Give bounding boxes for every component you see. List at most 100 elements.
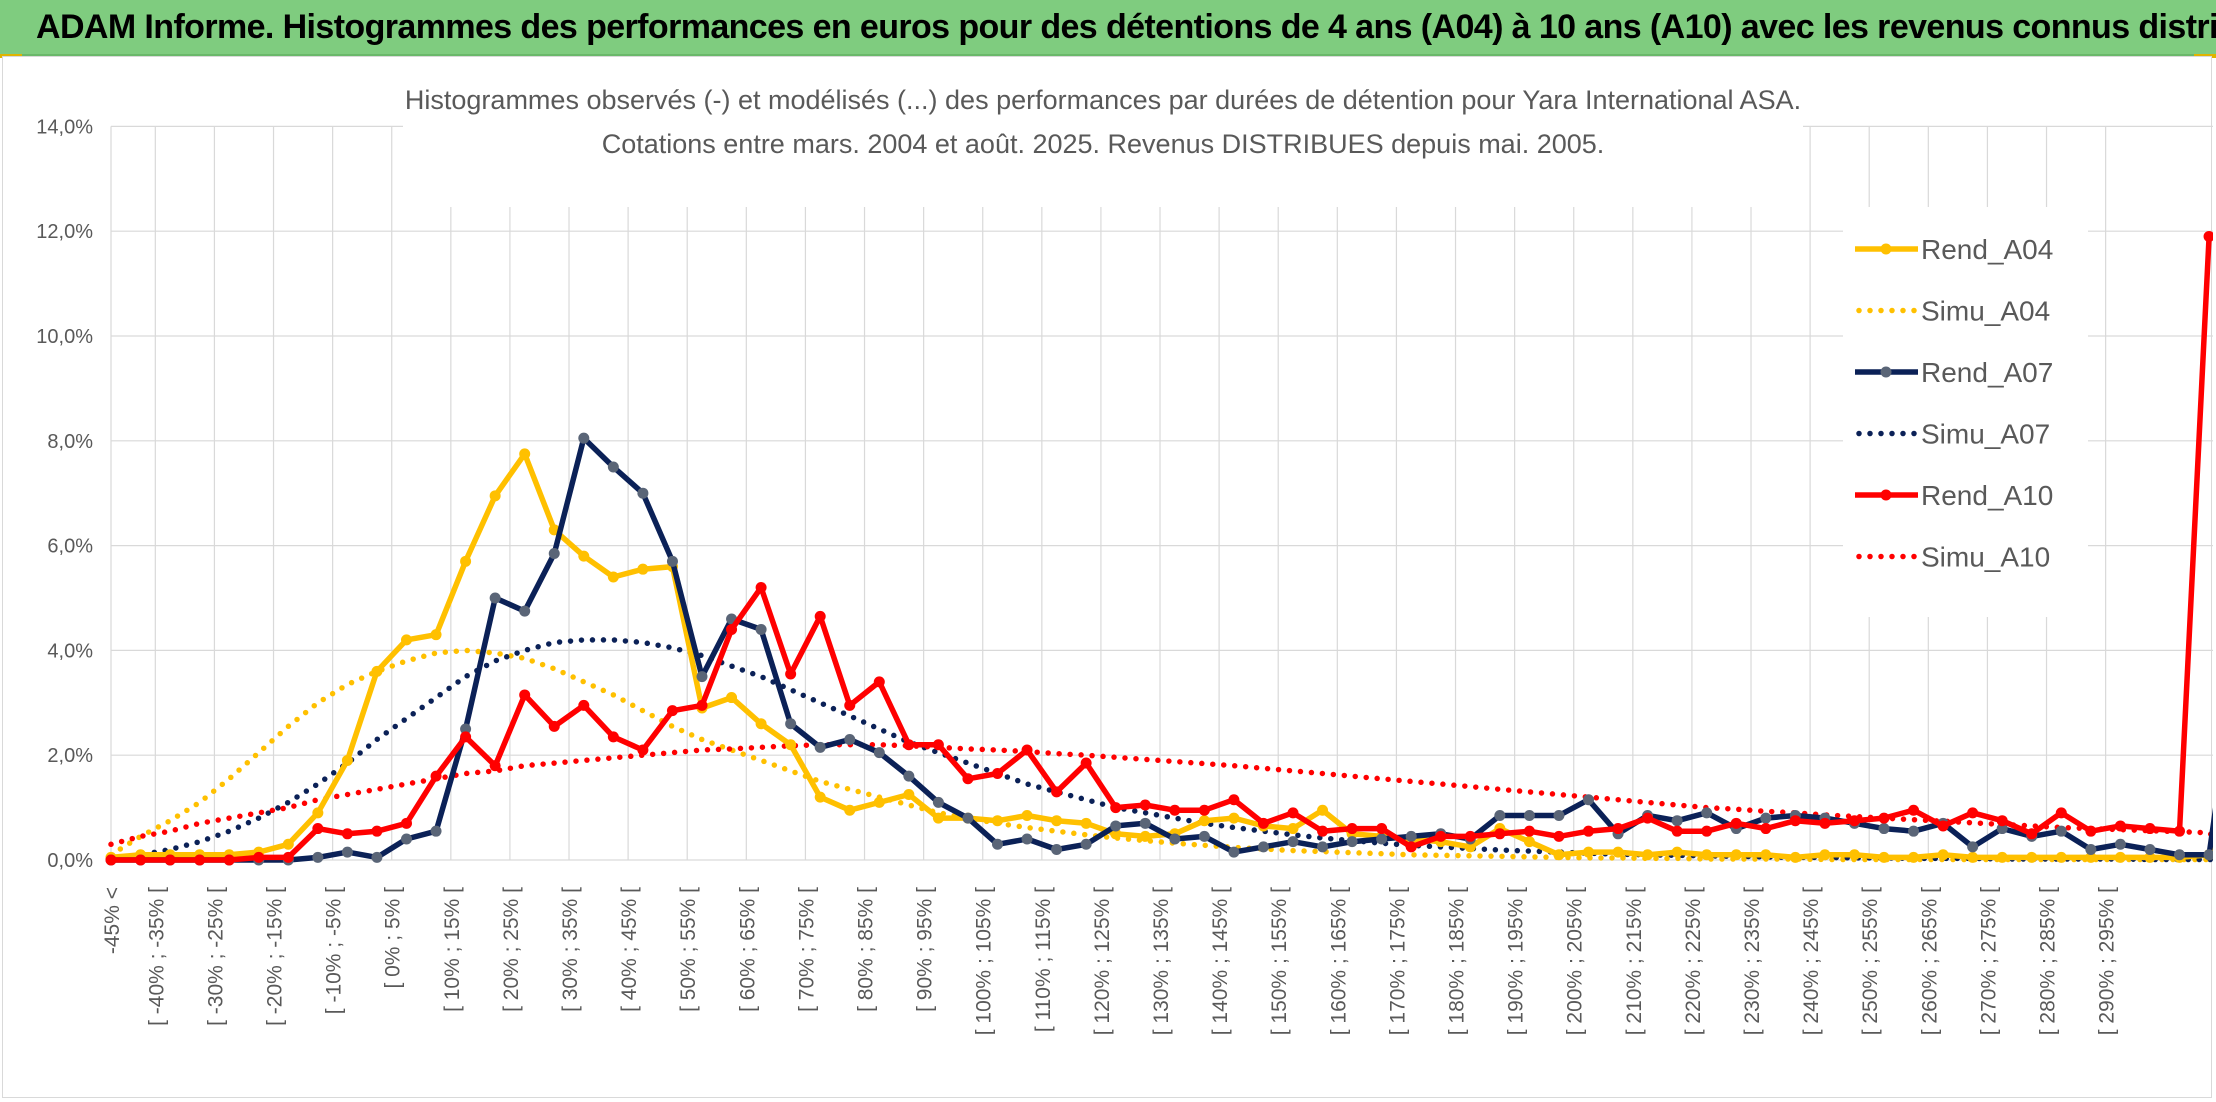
legend-marker xyxy=(1880,366,1892,378)
data-point-Rend_A04 xyxy=(1701,849,1713,861)
legend-label: Rend_A07 xyxy=(1921,357,2053,388)
x-tick-label: [ 190% ; 195% [ xyxy=(1505,887,1528,1035)
data-point-Rend_A10 xyxy=(1908,804,1920,816)
data-point-Rend_A04 xyxy=(1760,849,1772,861)
data-point-Rend_A04 xyxy=(814,791,826,803)
data-point-Rend_A10 xyxy=(903,739,915,751)
data-point-Rend_A04 xyxy=(1789,851,1801,863)
data-point-Rend_A10 xyxy=(1523,825,1535,837)
data-point-Rend_A07 xyxy=(696,671,708,683)
data-point-Rend_A10 xyxy=(2144,823,2156,835)
data-point-Rend_A10 xyxy=(1080,757,1092,769)
data-point-Rend_A10 xyxy=(1937,820,1949,832)
data-point-Rend_A10 xyxy=(1317,825,1329,837)
data-point-Rend_A07 xyxy=(1110,820,1122,832)
data-point-Rend_A10 xyxy=(1730,817,1742,829)
data-point-Rend_A04 xyxy=(578,550,590,562)
title-background xyxy=(403,87,1803,207)
header-banner: ADAM Informe. Histogrammes des performan… xyxy=(0,0,2216,56)
data-point-Rend_A04 xyxy=(1051,815,1063,827)
data-point-Rend_A04 xyxy=(2085,851,2097,863)
data-point-Rend_A10 xyxy=(666,705,678,717)
data-point-Rend_A07 xyxy=(2114,838,2126,850)
x-tick-label: [ 60% ; 65% [ xyxy=(736,887,759,1012)
data-point-Rend_A10 xyxy=(1405,841,1417,853)
data-point-Rend_A04 xyxy=(873,796,885,808)
data-point-Rend_A07 xyxy=(312,851,324,863)
data-point-Rend_A07 xyxy=(666,555,678,567)
series-line-Simu_A07 xyxy=(108,637,2213,863)
data-point-Rend_A07 xyxy=(992,838,1003,850)
data-point-Rend_A07 xyxy=(341,846,353,858)
data-point-Rend_A04 xyxy=(1553,849,1565,861)
x-tick-label: [ -10% ; -5% [ xyxy=(323,887,346,1014)
data-point-Rend_A10 xyxy=(1583,825,1594,837)
data-point-Rend_A07 xyxy=(844,733,856,745)
data-point-Rend_A07 xyxy=(489,592,501,604)
y-axis-ticks: 0,0% 2,0% 4,0% 6,0% 8,0% 10,0% 12,0% 14,0% xyxy=(36,116,93,872)
x-tick-label: [ 210% ; 215% [ xyxy=(1623,887,1646,1035)
y-tick-label: 10,0% xyxy=(36,326,93,348)
data-point-Rend_A10 xyxy=(489,760,501,772)
data-point-Rend_A07 xyxy=(430,825,442,837)
data-point-Rend_A07 xyxy=(1257,841,1269,853)
data-point-Rend_A10 xyxy=(755,582,767,594)
data-point-Rend_A10 xyxy=(873,676,885,688)
data-point-Rend_A10 xyxy=(785,668,797,680)
data-point-Rend_A07 xyxy=(1051,844,1063,856)
data-point-Rend_A04 xyxy=(1021,809,1033,821)
series-layer xyxy=(105,230,2213,866)
data-point-Rend_A04 xyxy=(785,739,797,751)
data-point-Rend_A10 xyxy=(1848,815,1860,827)
legend: Rend_A04 Simu_A04 Rend_A07 Simu_A07 Rend_A10… xyxy=(1855,234,2053,573)
data-point-Rend_A10 xyxy=(696,699,708,711)
x-tick-label: [ 90% ; 95% [ xyxy=(914,887,937,1012)
data-point-Rend_A04 xyxy=(1612,846,1624,858)
data-point-Rend_A04 xyxy=(2026,851,2038,863)
y-tick-label: 2,0% xyxy=(47,745,93,767)
data-point-Rend_A04 xyxy=(1937,849,1949,861)
data-point-Rend_A10 xyxy=(1996,815,2008,827)
y-tick-label: 8,0% xyxy=(47,431,93,453)
x-tick-label: [ 20% ; 25% [ xyxy=(500,887,523,1012)
data-point-Rend_A10 xyxy=(371,825,383,837)
x-tick-label: [ 70% ; 75% [ xyxy=(795,887,818,1012)
data-point-Rend_A07 xyxy=(1523,809,1535,821)
legend-marker xyxy=(1880,489,1892,501)
data-point-Rend_A10 xyxy=(519,689,531,701)
data-point-Rend_A04 xyxy=(1198,815,1210,827)
data-point-Rend_A10 xyxy=(341,828,353,840)
data-point-Rend_A04 xyxy=(371,665,383,677)
data-point-Rend_A10 xyxy=(164,854,176,866)
data-point-Rend_A10 xyxy=(1612,823,1624,835)
x-tick-label: [ 260% ; 265% [ xyxy=(1918,887,1941,1035)
data-point-Rend_A07 xyxy=(1701,807,1713,819)
data-point-Rend_A07 xyxy=(2144,844,2156,856)
legend-label: Simu_A04 xyxy=(1921,296,2050,327)
data-point-Rend_A04 xyxy=(932,812,944,824)
data-point-Rend_A10 xyxy=(401,817,412,829)
chart-title-line1: Histogrammes observés (-) et modélisés (… xyxy=(405,85,1801,115)
data-point-Rend_A07 xyxy=(1198,830,1210,842)
data-point-Rend_A04 xyxy=(1110,828,1122,840)
x-tick-label: [ 170% ; 175% [ xyxy=(1386,887,1409,1035)
data-point-Rend_A07 xyxy=(1583,794,1594,806)
data-point-Rend_A10 xyxy=(1435,830,1447,842)
data-point-Rend_A04 xyxy=(312,807,324,819)
data-point-Rend_A04 xyxy=(489,490,501,502)
data-point-Rend_A10 xyxy=(1819,817,1831,829)
data-point-Rend_A07 xyxy=(2174,849,2185,861)
x-tick-label: [ 0% ; 5% [ xyxy=(382,887,405,989)
x-tick-label: [ 230% ; 235% [ xyxy=(1741,887,1764,1035)
data-point-Rend_A07 xyxy=(873,747,885,759)
data-point-Rend_A07 xyxy=(1494,809,1506,821)
data-point-Rend_A07 xyxy=(1553,809,1565,821)
data-point-Rend_A07 xyxy=(1967,841,1979,853)
data-point-Rend_A10 xyxy=(1494,828,1506,840)
data-point-Rend_A10 xyxy=(1169,804,1181,816)
legend-background xyxy=(1843,207,2088,617)
data-point-Rend_A10 xyxy=(1346,823,1358,835)
data-point-Rend_A07 xyxy=(548,547,560,559)
data-point-Rend_A07 xyxy=(1317,841,1329,853)
data-point-Rend_A04 xyxy=(1583,846,1594,858)
